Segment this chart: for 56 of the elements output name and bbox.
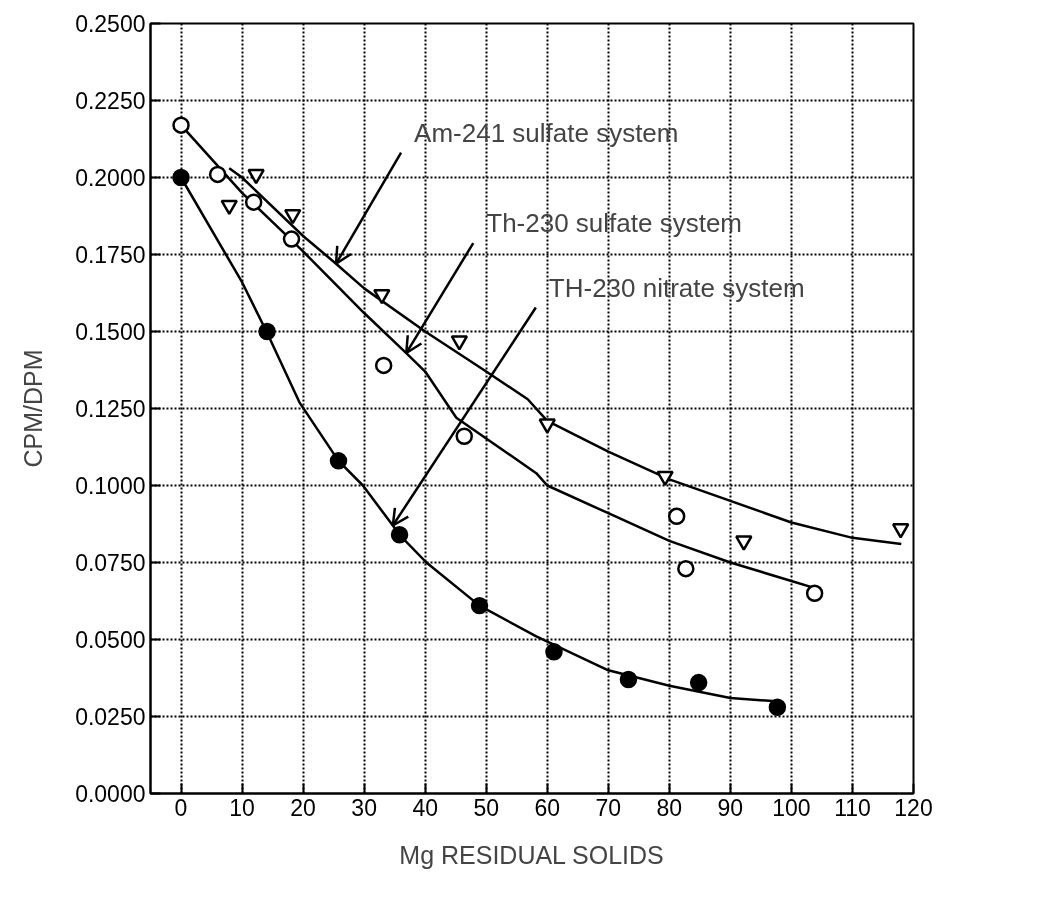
point	[656, 470, 674, 487]
point	[450, 335, 469, 351]
point	[374, 356, 393, 375]
point	[390, 526, 409, 544]
y-tick-label: 0.2000	[75, 165, 146, 191]
y-tick-label: 0.0250	[75, 704, 146, 730]
y-tick-label: 0.1250	[75, 396, 146, 422]
point	[282, 230, 301, 248]
y-axis-title: CPM/DPM	[19, 349, 48, 468]
point	[677, 559, 695, 578]
point	[172, 116, 190, 134]
point	[538, 418, 557, 434]
point	[283, 208, 302, 225]
point	[545, 643, 563, 661]
y-tick-label: 0.2250	[75, 88, 146, 114]
point	[805, 584, 824, 603]
x-tick-label: 100	[772, 794, 811, 821]
point	[619, 670, 638, 689]
point	[735, 535, 753, 551]
y-tick-label: 0.1000	[75, 473, 146, 499]
point	[220, 199, 238, 216]
point	[373, 288, 391, 305]
y-tick-label: 0.1500	[75, 319, 146, 345]
x-tick-label: 80	[656, 794, 683, 821]
point	[768, 698, 787, 716]
annotation: Am-241 sulfate system	[414, 117, 679, 148]
point	[258, 322, 276, 341]
point	[172, 168, 190, 187]
point	[470, 596, 489, 615]
y-tick-label: 0.1750	[75, 242, 146, 268]
x-tick-label: 10	[229, 794, 255, 821]
x-tick-label: 60	[534, 794, 561, 821]
y-tick-label: 0.0500	[75, 627, 146, 653]
x-tick-label: 0	[174, 794, 188, 821]
point	[208, 165, 227, 184]
y-tick-label: 0.0750	[75, 550, 146, 576]
x-tick-label: 120	[894, 794, 933, 821]
point	[891, 523, 910, 539]
x-tick-label: 70	[595, 794, 622, 821]
x-tick-label: 110	[834, 794, 871, 821]
annotation: TH-230 nitrate system	[548, 272, 805, 303]
point	[329, 452, 348, 470]
point	[247, 168, 265, 185]
y-tick-label: 0.0000	[75, 781, 146, 807]
point	[689, 673, 708, 692]
point	[455, 427, 473, 445]
x-tick-label: 50	[473, 794, 500, 821]
x-axis-title: Mg RESIDUAL SOLIDS	[399, 840, 664, 869]
point	[244, 193, 263, 211]
x-tick-label: 40	[412, 794, 438, 821]
x-tick-label: 20	[290, 794, 316, 821]
y-tick-label: 0.2500	[75, 11, 146, 37]
annotation: Th-230 sulfate system	[486, 208, 743, 239]
point	[667, 507, 686, 526]
x-tick-label: 30	[351, 794, 377, 821]
x-tick-label: 90	[717, 794, 744, 821]
